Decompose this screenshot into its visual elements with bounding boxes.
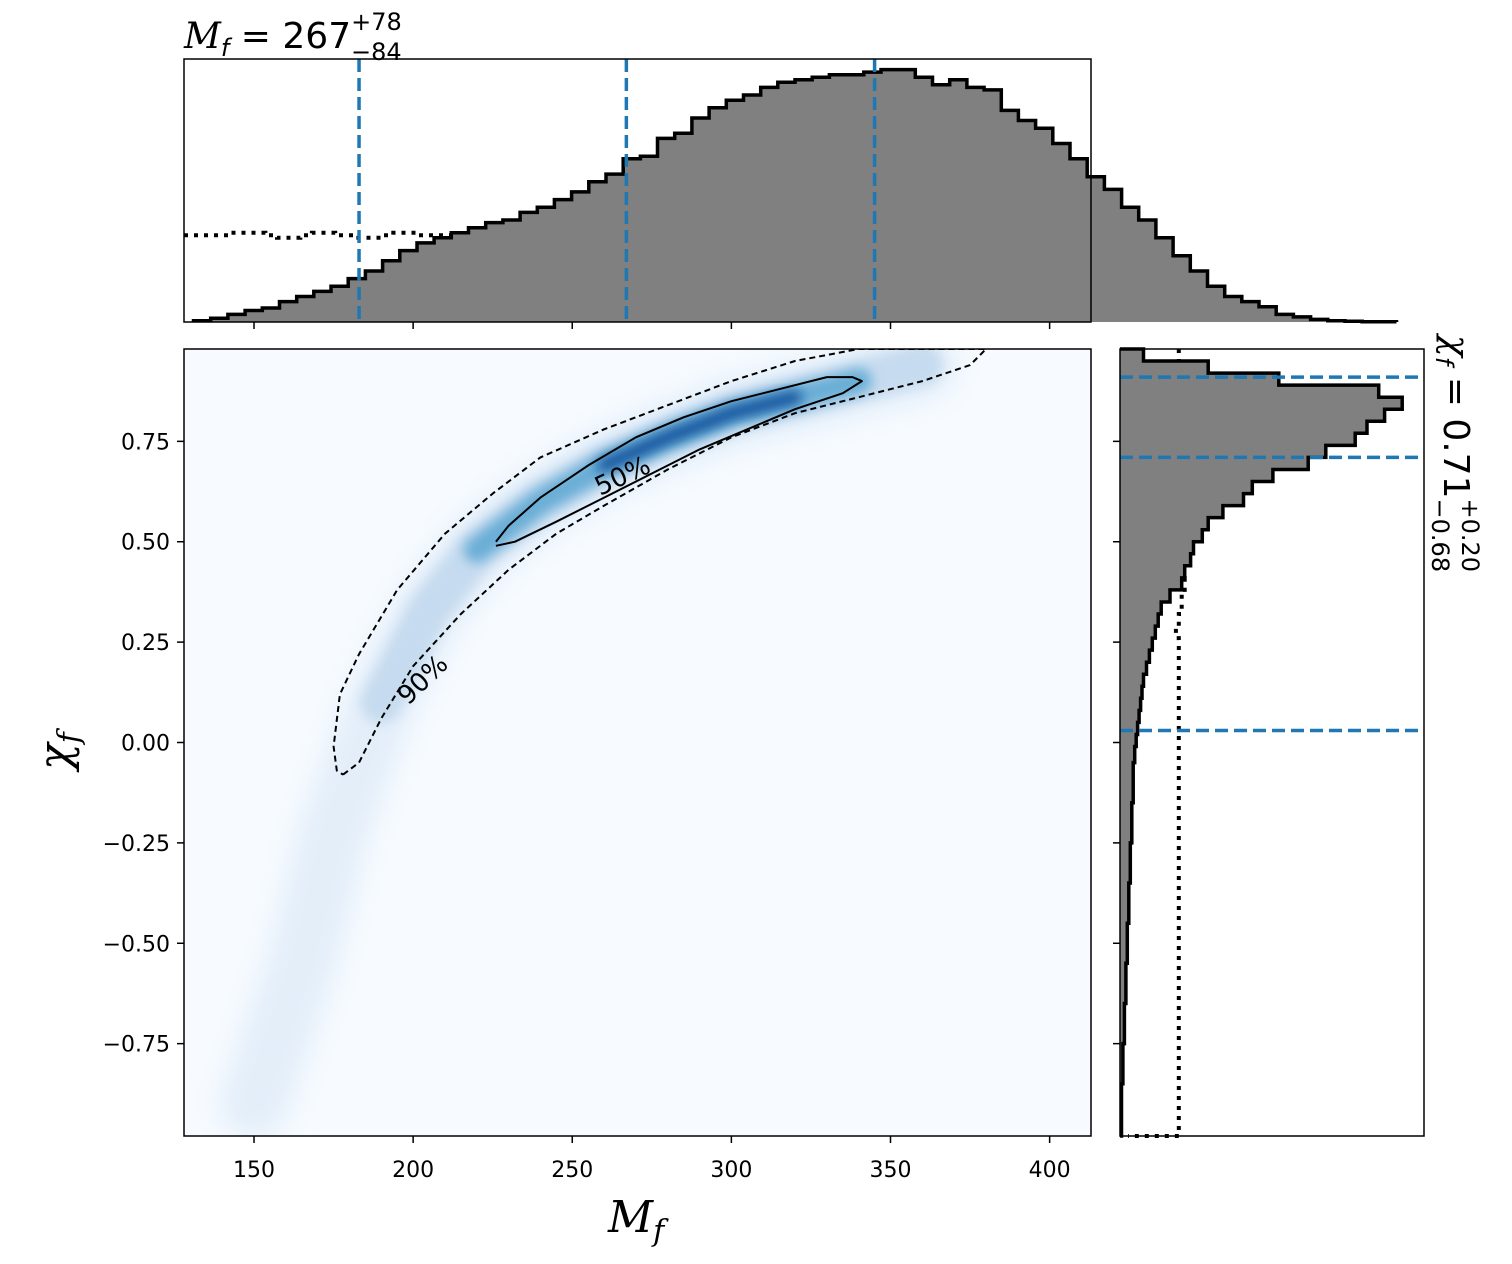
right-posterior-outline: [1119, 347, 1404, 1138]
right-posterior-fill: [1120, 349, 1403, 1136]
joint-x-ticks: 150 200 250 300 350 400: [233, 1136, 1071, 1183]
x-tick-label: 300: [710, 1158, 752, 1183]
contour-50: [495, 376, 863, 547]
x-tick-label: 350: [870, 1158, 912, 1183]
top-x-ticks: [253, 322, 1051, 329]
y-tick-label: −0.50: [103, 932, 170, 957]
joint-y-ticks: −0.75 −0.50 −0.25 0.00 0.25 0.50 0.75: [103, 430, 184, 1058]
y-tick-label: 0.50: [121, 531, 170, 556]
top-title-value: = 267: [229, 16, 351, 57]
x-tick-label: 200: [392, 1158, 434, 1183]
top-title: Mf = 267+78 −84: [183, 8, 402, 66]
joint-contours: [332, 349, 987, 776]
top-posterior-outline: [191, 67, 1399, 324]
right-y-ticks: [1113, 440, 1120, 1045]
x-axis-label: Mf: [607, 1192, 669, 1249]
right-axes-frame: [1119, 348, 1425, 1137]
right-posterior-histogram: [1119, 347, 1404, 1138]
y-tick-label: 0.00: [121, 732, 170, 757]
top-title-sup: +78: [351, 8, 402, 36]
y-tick-label: −0.75: [103, 1033, 170, 1058]
y-tick-label: −0.25: [103, 832, 170, 857]
top-posterior-histogram: [191, 67, 1399, 324]
top-title-symbol: M: [183, 16, 222, 57]
density-peak: [597, 390, 802, 473]
joint-heatmap: [219, 349, 958, 1136]
y-axis-label: χf: [30, 727, 87, 773]
right-marginal-panel: χf = 0.71+0.20−0.68: [1113, 332, 1484, 1138]
contour-90: [332, 349, 987, 776]
x-tick-label: 250: [551, 1158, 593, 1183]
top-marginal-panel: Mf = 267+78 −84: [183, 8, 1399, 329]
right-credible-lines: [1120, 375, 1424, 733]
x-tick-label: 400: [1029, 1158, 1071, 1183]
right-title: χf = 0.71+0.20−0.68: [1426, 332, 1484, 572]
y-tick-label: 0.25: [121, 631, 170, 656]
top-title-sub: −84: [351, 38, 402, 66]
joint-axes-frame: [183, 348, 1092, 1137]
top-axes-frame: [183, 58, 1092, 323]
top-credible-lines: [357, 59, 877, 322]
top-posterior-fill: [193, 69, 1397, 322]
x-tick-label: 150: [233, 1158, 275, 1183]
joint-panel: 150 200 250 300 350 400 −0.75 −0.50 −0.25 0.00 0.…: [30, 348, 1092, 1249]
y-tick-label: 0.75: [121, 430, 170, 455]
